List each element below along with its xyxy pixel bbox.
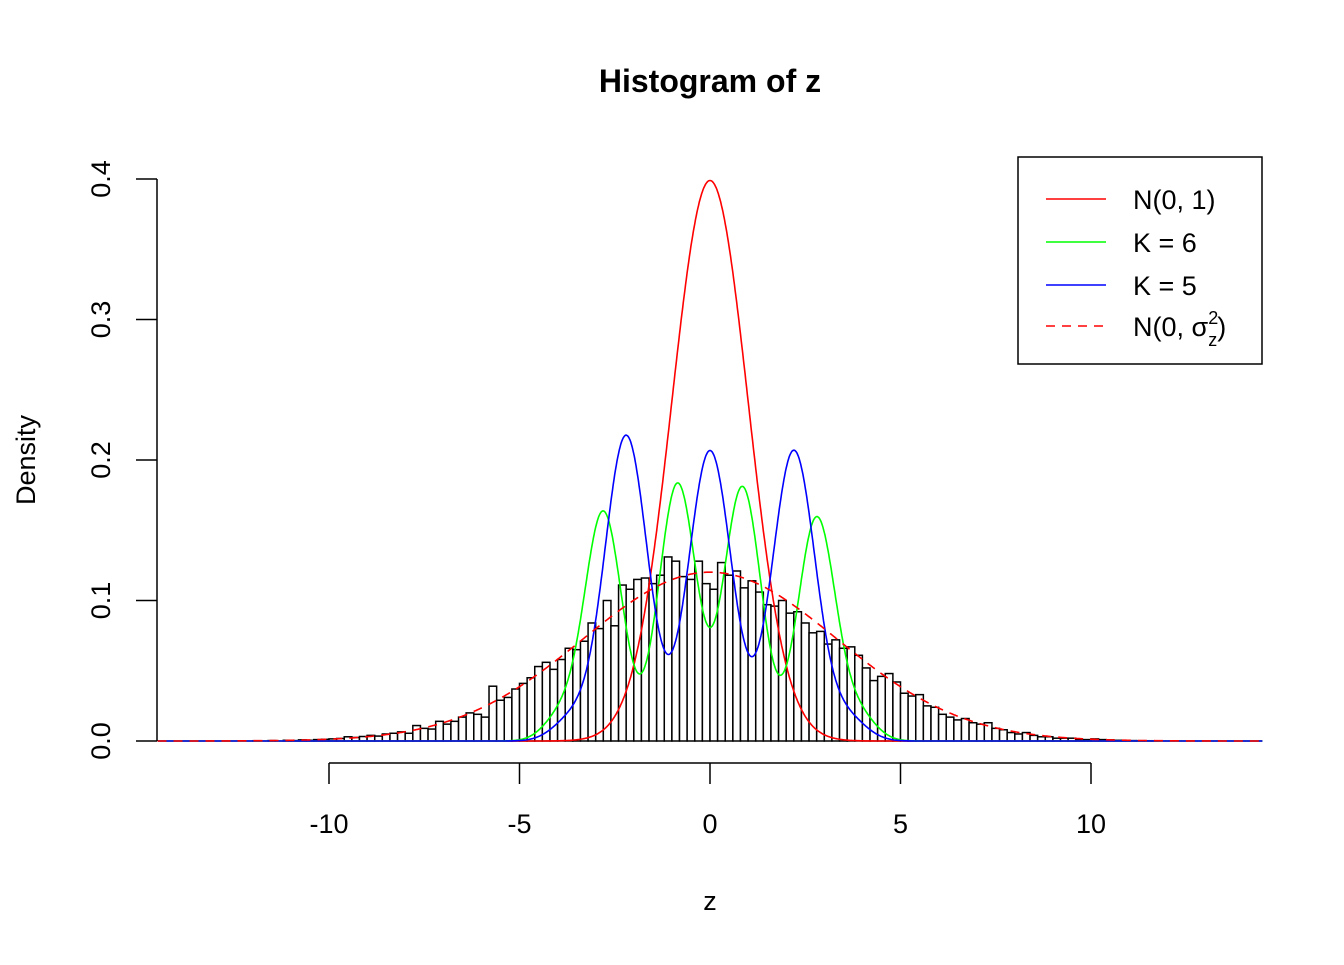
histogram-bar: [931, 707, 939, 741]
y-tick-label: 0.1: [86, 582, 116, 620]
histogram-bar: [916, 695, 924, 741]
histogram-bar: [969, 723, 977, 741]
histogram-bar: [832, 640, 840, 741]
histogram-bar: [702, 584, 710, 741]
histogram-bar: [740, 588, 748, 741]
histogram-bar: [596, 629, 604, 741]
histogram-bar: [504, 697, 512, 741]
histogram-bar: [451, 721, 459, 741]
histogram-bar: [939, 714, 947, 741]
histogram-bar: [1007, 733, 1015, 741]
histogram-bar: [954, 720, 962, 741]
histogram-bar: [801, 623, 809, 741]
histogram-bar: [466, 713, 474, 741]
y-axis-label: Density: [11, 414, 41, 505]
histogram-bar: [847, 647, 855, 741]
x-axis-label: z: [703, 886, 717, 916]
histogram-bar: [817, 631, 825, 741]
histogram-bar: [687, 579, 695, 741]
x-tick-label: 0: [702, 809, 717, 839]
histogram-bar: [809, 633, 817, 741]
y-tick-label: 0.0: [86, 722, 116, 760]
histogram-bar: [893, 682, 901, 741]
histogram-bar: [405, 733, 413, 741]
histogram-bar: [573, 650, 581, 741]
histogram-bar: [725, 575, 733, 741]
histogram-bar: [459, 717, 467, 741]
histogram-bar: [1000, 730, 1008, 741]
histogram-bar: [977, 724, 985, 741]
histogram-bar: [901, 693, 909, 741]
histogram-bar: [862, 668, 870, 741]
histogram-bar: [497, 700, 505, 741]
x-tick-label: -5: [507, 809, 531, 839]
histogram-bar: [748, 581, 756, 741]
histogram-bars: [253, 557, 1160, 741]
histogram-bar: [420, 728, 428, 741]
y-tick-label: 0.3: [86, 301, 116, 339]
histogram-bar: [520, 683, 528, 741]
y-tick-label: 0.2: [86, 441, 116, 479]
histogram-bar: [961, 719, 969, 741]
chart-title: Histogram of z: [599, 63, 821, 99]
histogram-bar: [657, 575, 665, 741]
histogram-bar: [611, 626, 619, 741]
histogram-bar: [641, 578, 649, 741]
histogram-bar: [794, 612, 802, 741]
histogram-bar: [580, 641, 588, 741]
legend-label-n01: N(0, 1): [1133, 185, 1216, 215]
histogram-bar: [550, 669, 558, 741]
histogram-bar: [527, 678, 535, 741]
legend-label-k6: K = 6: [1133, 228, 1197, 258]
histogram-bar: [512, 689, 520, 741]
histogram-bar: [946, 717, 954, 741]
histogram-bar: [756, 592, 764, 741]
histogram-bar: [908, 696, 916, 741]
histogram-bar: [474, 714, 482, 741]
legend-label-k5: K = 5: [1133, 271, 1197, 301]
histogram-bar: [672, 561, 680, 741]
histogram-bar: [542, 662, 550, 741]
y-tick-label: 0.4: [86, 160, 116, 198]
histogram-bar: [923, 706, 931, 741]
x-tick-label: 5: [893, 809, 908, 839]
histogram-bar: [489, 686, 497, 741]
x-tick-label: 10: [1076, 809, 1106, 839]
histogram-bar: [885, 674, 893, 741]
histogram-bar: [1030, 735, 1038, 741]
histogram-bar: [1015, 734, 1023, 741]
histogram-bar: [443, 724, 451, 741]
histogram-bar: [558, 660, 566, 741]
x-tick-label: -10: [309, 809, 348, 839]
histogram-bar: [481, 717, 489, 741]
histogram-bar: [603, 601, 611, 742]
histogram-bar: [390, 733, 398, 741]
histogram-bar: [413, 726, 421, 741]
histogram-bar: [626, 589, 634, 741]
histogram-bar: [664, 557, 672, 741]
histogram-bar: [992, 728, 1000, 741]
histogram-bar: [428, 729, 436, 741]
